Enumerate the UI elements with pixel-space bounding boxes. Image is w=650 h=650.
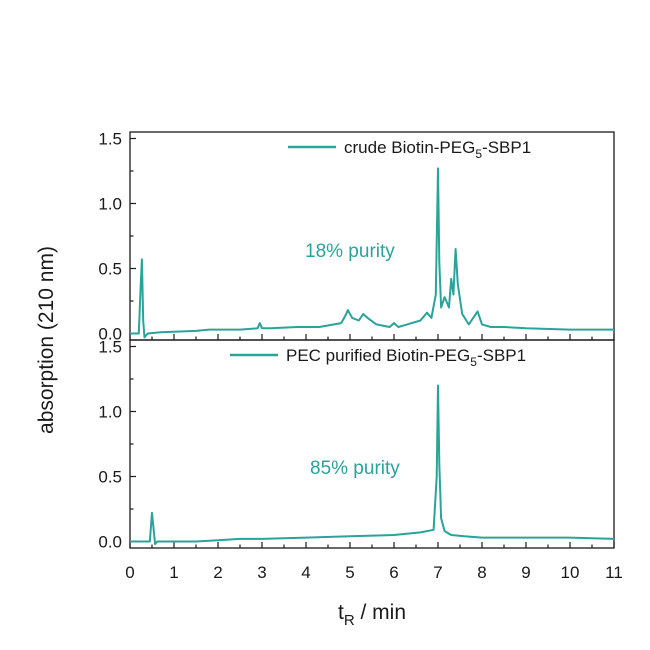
purity-annotation: 18% purity <box>305 241 395 262</box>
x-tick-label: 0 <box>125 563 134 582</box>
x-tick-label: 11 <box>605 563 623 582</box>
y-tick-label: 1.0 <box>98 195 122 214</box>
purity-annotation: 85% purity <box>310 458 400 479</box>
chromatogram-trace <box>130 167 614 339</box>
x-tick-label: 6 <box>389 563 398 582</box>
x-axis-title: tR / min <box>338 601 406 629</box>
x-tick-label: 9 <box>521 563 530 582</box>
x-tick-label: 7 <box>433 563 442 582</box>
legend-label: crude Biotin-PEG5-SBP1 <box>344 138 531 161</box>
x-tick-label: 2 <box>213 563 222 582</box>
x-tick-label: 5 <box>345 563 354 582</box>
panel-2: 0.0 0.5 1.0 1.5 PEC purified Biotin-PEG5-SBP… <box>98 338 615 552</box>
y-tick-label: 0.5 <box>98 260 122 279</box>
y-tick-label: 1.0 <box>98 403 122 422</box>
chart-panels: 0.0 0.5 1.0 1.5 crude Biotin-PEG5-SBP1 18% pu… <box>98 130 622 583</box>
chromatogram-trace <box>130 384 615 546</box>
x-tick-label: 8 <box>477 563 486 582</box>
panel-frame <box>129 339 615 549</box>
x-tick-label: 3 <box>257 563 266 582</box>
y-tick-label: 1.5 <box>98 338 122 357</box>
y-tick-label: 0.5 <box>98 468 122 487</box>
y-tick-label: 1.5 <box>98 130 122 149</box>
legend-label: PEC purified Biotin-PEG5-SBP1 <box>286 346 526 369</box>
y-tick-label: 0.0 <box>98 325 122 344</box>
x-tick-label: 4 <box>301 563 310 582</box>
x-tick-label: 10 <box>561 563 580 582</box>
y-tick-label: 0.0 <box>98 533 122 552</box>
x-tick-label: 1 <box>169 563 178 582</box>
panel-1: 0.0 0.5 1.0 1.5 crude Biotin-PEG5-SBP1 18% pu… <box>98 130 615 344</box>
panel-frame <box>129 131 615 341</box>
y-axis-title: absorption (210 nm) <box>35 246 58 434</box>
